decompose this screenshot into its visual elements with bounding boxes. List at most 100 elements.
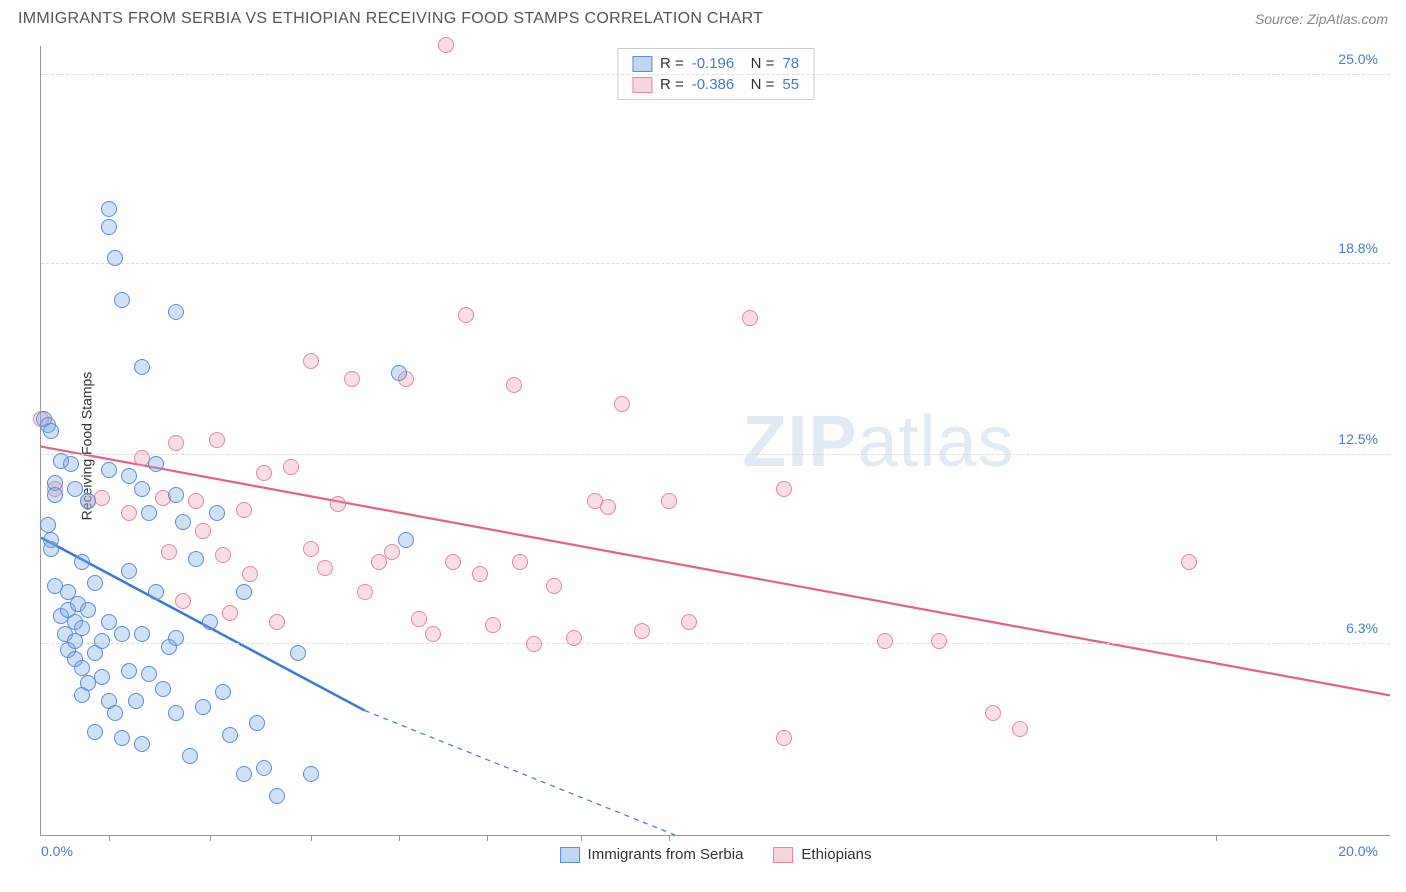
chart-header: IMMIGRANTS FROM SERBIA VS ETHIOPIAN RECE… <box>0 0 1406 34</box>
scatter-point <box>43 423 59 439</box>
trend-line-blue-dashed <box>365 711 675 835</box>
scatter-point <box>101 219 117 235</box>
x-axis-end-label: 20.0% <box>1338 843 1378 859</box>
scatter-point <box>134 359 150 375</box>
scatter-point <box>80 493 96 509</box>
scatter-point <box>134 481 150 497</box>
scatter-point <box>107 250 123 266</box>
scatter-point <box>67 481 83 497</box>
source-attribution: Source: ZipAtlas.com <box>1255 11 1388 27</box>
scatter-point <box>215 547 231 563</box>
scatter-point <box>634 623 650 639</box>
scatter-point <box>411 611 427 627</box>
r-value-ethiopian: -0.386 <box>692 76 735 93</box>
scatter-point <box>101 614 117 630</box>
r-value-serbia: -0.196 <box>692 55 735 72</box>
scatter-point <box>776 481 792 497</box>
watermark: ZIPatlas <box>742 401 1014 483</box>
scatter-point <box>985 705 1001 721</box>
scatter-point <box>357 584 373 600</box>
scatter-point <box>546 578 562 594</box>
scatter-point <box>303 766 319 782</box>
scatter-point <box>134 736 150 752</box>
scatter-point <box>438 37 454 53</box>
scatter-point <box>1181 554 1197 570</box>
scatter-point <box>269 788 285 804</box>
scatter-point <box>330 496 346 512</box>
scatter-point <box>242 566 258 582</box>
scatter-point <box>175 514 191 530</box>
legend-label-ethiopian: Ethiopians <box>801 846 871 863</box>
scatter-point <box>87 575 103 591</box>
scatter-point <box>168 705 184 721</box>
scatter-point <box>121 505 137 521</box>
scatter-point <box>87 724 103 740</box>
scatter-point <box>168 304 184 320</box>
scatter-point <box>148 584 164 600</box>
scatter-point <box>931 633 947 649</box>
gridline <box>41 454 1390 455</box>
chart-title: IMMIGRANTS FROM SERBIA VS ETHIOPIAN RECE… <box>18 10 763 28</box>
scatter-point <box>195 523 211 539</box>
x-tick <box>210 835 211 841</box>
scatter-point <box>128 693 144 709</box>
scatter-point <box>681 614 697 630</box>
x-tick <box>487 835 488 841</box>
scatter-point <box>63 456 79 472</box>
scatter-point <box>188 551 204 567</box>
scatter-point <box>209 432 225 448</box>
chart-plot-area: ZIPatlas R = -0.196 N = 78 R = -0.386 N … <box>40 46 1390 836</box>
scatter-point <box>458 307 474 323</box>
scatter-point <box>94 669 110 685</box>
scatter-point <box>566 630 582 646</box>
scatter-point <box>101 462 117 478</box>
scatter-point <box>121 563 137 579</box>
scatter-point <box>425 626 441 642</box>
scatter-point <box>614 396 630 412</box>
scatter-point <box>391 365 407 381</box>
gridline <box>41 643 1390 644</box>
scatter-point <box>236 766 252 782</box>
scatter-point <box>121 663 137 679</box>
scatter-point <box>175 593 191 609</box>
x-tick <box>399 835 400 841</box>
scatter-point <box>485 617 501 633</box>
swatch-blue-icon <box>632 56 652 72</box>
gridline <box>41 74 1390 75</box>
y-tick-label: 18.8% <box>1338 240 1378 256</box>
scatter-point <box>107 705 123 721</box>
n-value-serbia: 78 <box>782 55 799 72</box>
scatter-point <box>114 292 130 308</box>
scatter-point <box>94 633 110 649</box>
scatter-point <box>188 493 204 509</box>
scatter-point <box>47 487 63 503</box>
scatter-point <box>74 620 90 636</box>
scatter-point <box>269 614 285 630</box>
scatter-point <box>40 517 56 533</box>
scatter-point <box>182 748 198 764</box>
scatter-point <box>506 377 522 393</box>
x-tick <box>1216 835 1217 841</box>
x-tick <box>109 835 110 841</box>
scatter-point <box>398 532 414 548</box>
scatter-point <box>43 541 59 557</box>
swatch-pink-icon <box>632 77 652 93</box>
scatter-point <box>283 459 299 475</box>
scatter-point <box>303 353 319 369</box>
scatter-point <box>236 502 252 518</box>
scatter-point <box>215 684 231 700</box>
x-tick <box>669 835 670 841</box>
swatch-pink-icon <box>773 847 793 863</box>
scatter-point <box>742 310 758 326</box>
scatter-point <box>317 560 333 576</box>
legend-row-ethiopian: R = -0.386 N = 55 <box>632 76 799 93</box>
scatter-point <box>222 605 238 621</box>
x-axis-origin-label: 0.0% <box>41 843 73 859</box>
scatter-point <box>195 699 211 715</box>
scatter-point <box>249 715 265 731</box>
x-tick <box>581 835 582 841</box>
scatter-point <box>155 681 171 697</box>
scatter-point <box>776 730 792 746</box>
trend-lines-svg <box>41 46 1390 835</box>
legend-item-serbia: Immigrants from Serbia <box>560 846 744 863</box>
